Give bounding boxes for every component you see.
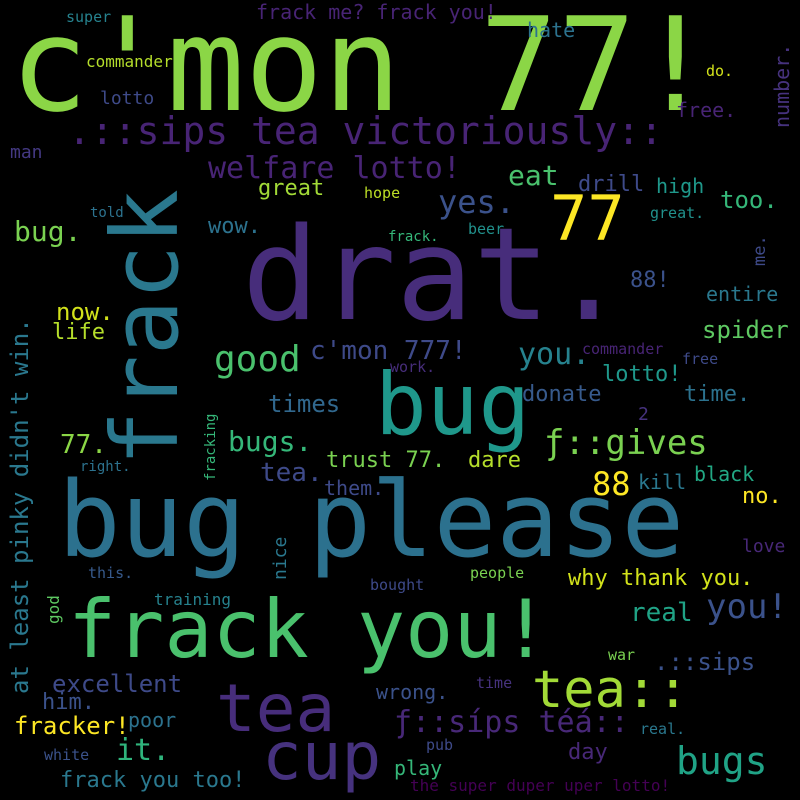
word-time-period: time. xyxy=(684,382,751,407)
word-cmon-77: c'mon 77! xyxy=(10,0,715,141)
word-free-period: free. xyxy=(676,98,737,122)
word-you-period: you. xyxy=(518,337,591,372)
word-free: free xyxy=(682,350,719,368)
word-training: training xyxy=(154,590,232,609)
word-pub: pub xyxy=(426,736,454,754)
word-88: 88 xyxy=(592,465,631,503)
word-super: super xyxy=(66,8,112,26)
word-day: day xyxy=(568,740,608,765)
word-bug-please: bug please xyxy=(58,459,685,581)
word-time: time xyxy=(476,674,513,692)
word-77-period: 77. xyxy=(60,430,107,460)
word-kill: kill xyxy=(638,470,687,494)
word-told: told xyxy=(90,205,124,221)
word-welfare-lotto: welfare lotto! xyxy=(208,151,461,186)
word-no: no. xyxy=(742,484,782,509)
word-bug-period: bug. xyxy=(14,215,82,248)
word-bug: bug xyxy=(375,355,531,455)
word-trust-77: trust 77. xyxy=(326,448,446,473)
word-frack-me-frack-you: frack me? frack you! xyxy=(256,0,497,24)
word-sips-tea-victoriously: .::sips tea victoriously:: xyxy=(68,109,663,153)
word-too: too. xyxy=(720,186,778,214)
word-him: him. xyxy=(42,690,95,715)
word-great: great xyxy=(258,176,325,201)
word-bugs-period: bugs. xyxy=(228,425,313,458)
word-gives: ƒ::gives xyxy=(544,423,708,463)
word-sips-short: .::sips xyxy=(654,648,756,676)
word-lotto: lotto xyxy=(100,88,155,109)
word-cup: cup xyxy=(262,718,382,795)
word-tea: tea xyxy=(216,670,336,747)
word-high: high xyxy=(656,174,705,198)
word-nice: nice xyxy=(270,536,291,580)
word-you-excl: you! xyxy=(706,587,788,627)
word-wrong: wrong. xyxy=(376,680,449,704)
word-bugs-large: bugs xyxy=(676,739,768,783)
word-commander-mid: commander xyxy=(582,340,664,358)
word-frack-period: frack. xyxy=(388,229,439,245)
word-this: this. xyxy=(88,564,134,582)
word-life: life xyxy=(52,320,105,345)
word-excellent: excellent xyxy=(52,670,183,698)
word-war: war xyxy=(608,646,636,664)
word-real: real xyxy=(630,598,693,628)
word-real-period: real. xyxy=(640,720,686,738)
word-77-yellow: 77 xyxy=(550,182,625,255)
word-sips-tea-accented: ƒ::síps téá:: xyxy=(394,705,629,740)
word-poor: poor xyxy=(128,708,177,732)
word-play: play xyxy=(394,756,443,780)
word-now: now. xyxy=(56,298,114,326)
word-spider: spider xyxy=(702,316,789,344)
word-white: white xyxy=(44,746,90,764)
word-hate: hate xyxy=(527,18,576,42)
word-it: it. xyxy=(116,733,171,768)
word-them: them. xyxy=(324,476,385,500)
word-do: do. xyxy=(706,62,734,80)
word-fracking: fracking xyxy=(203,413,219,481)
word-love: love xyxy=(742,536,786,557)
word-at-least-pinky: at least pinky didn't win. xyxy=(6,318,34,694)
word-frack-you: frack you! xyxy=(68,583,550,676)
word-wow: wow. xyxy=(208,214,261,239)
word-man: man xyxy=(10,142,43,163)
word-number: number. xyxy=(770,43,794,128)
word-drat: drat. xyxy=(242,201,628,350)
word-tea-period: tea. xyxy=(260,458,323,488)
word-why-thank-you: why thank you. xyxy=(568,566,754,591)
word-hope: hope xyxy=(364,184,401,202)
word-right: right. xyxy=(80,459,131,475)
word-yes: yes. xyxy=(438,183,516,221)
word-frack-vertical: frack xyxy=(92,189,199,466)
word-lotto-excl: lotto! xyxy=(602,362,682,387)
word-entire: entire xyxy=(706,282,779,306)
word-work: work. xyxy=(390,358,436,376)
word-good: good xyxy=(214,339,301,380)
word-dare: dare xyxy=(468,448,521,473)
word-times: times xyxy=(268,390,341,418)
word-eat: eat xyxy=(508,159,559,192)
word-frack-you-too: frack you too! xyxy=(60,768,246,793)
word-great-period: great. xyxy=(650,204,705,222)
word-beer: beer xyxy=(468,220,505,238)
word-tea-colons: tea:: xyxy=(532,660,689,720)
word-donate: donate xyxy=(522,382,602,407)
word-people: people xyxy=(470,564,525,582)
word-88-excl: 88! xyxy=(630,268,670,293)
word-commander-top: commander xyxy=(86,52,173,71)
word-2: 2 xyxy=(638,404,649,425)
word-black: black xyxy=(694,462,755,486)
word-me: me. xyxy=(750,235,770,266)
word-fracker: fracker! xyxy=(14,712,130,740)
word-cmon-777: c'mon 777! xyxy=(310,336,467,366)
word-god: god xyxy=(44,595,63,624)
word-the-super-duper: the super duper uper lotto! xyxy=(410,776,671,795)
word-drill: drill xyxy=(578,172,645,197)
word-bought: bought xyxy=(370,576,425,594)
